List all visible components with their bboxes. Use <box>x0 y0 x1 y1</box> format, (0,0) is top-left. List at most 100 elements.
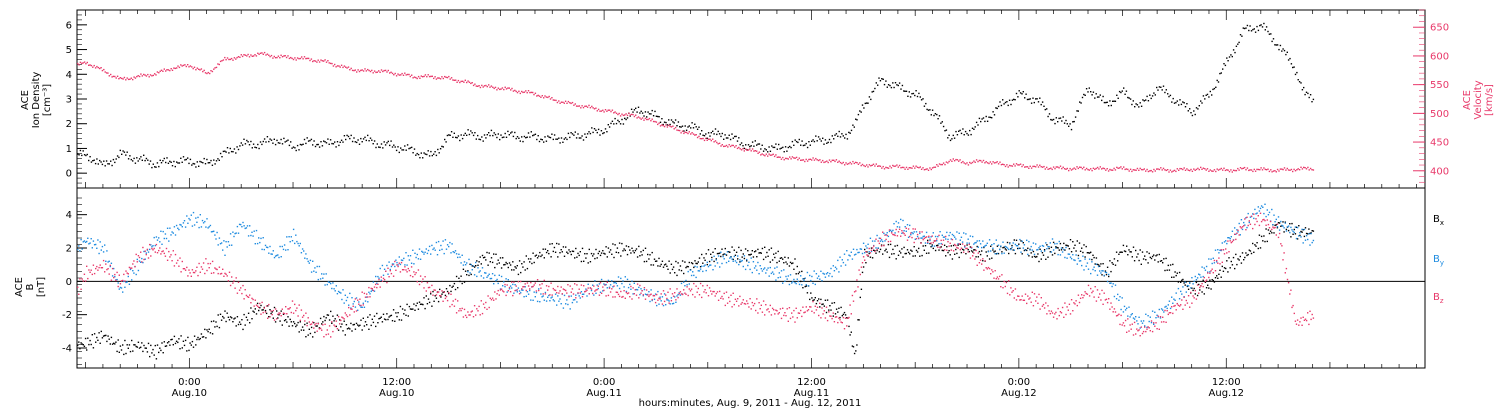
data-point <box>1156 168 1158 170</box>
data-point <box>580 137 582 139</box>
data-point <box>517 281 520 283</box>
data-point <box>773 155 776 158</box>
data-point <box>550 297 552 299</box>
data-point <box>795 307 797 309</box>
data-point <box>823 273 825 275</box>
data-point <box>880 239 883 241</box>
data-point <box>1138 259 1140 262</box>
data-point <box>332 143 335 145</box>
data-point <box>874 87 876 90</box>
data-point <box>184 269 187 271</box>
data-point <box>678 292 680 294</box>
data-point <box>740 149 743 151</box>
data-point <box>93 333 96 335</box>
data-point <box>1106 168 1108 170</box>
data-point <box>847 259 849 261</box>
data-point <box>409 274 412 277</box>
data-point <box>167 162 170 164</box>
data-point <box>753 302 756 305</box>
data-point <box>252 55 255 57</box>
data-point <box>983 246 985 249</box>
data-point <box>795 140 798 143</box>
data-point <box>1136 167 1139 170</box>
data-point <box>280 54 282 56</box>
data-point <box>1264 168 1266 171</box>
data-point <box>608 109 611 111</box>
data-point <box>780 270 783 272</box>
data-point <box>1300 166 1302 168</box>
data-point <box>850 313 852 315</box>
data-point <box>1190 287 1192 289</box>
data-point <box>1151 310 1154 312</box>
data-point <box>321 273 323 275</box>
velocity-tick-label: 450 <box>1430 138 1449 149</box>
data-point <box>637 116 640 118</box>
data-point <box>960 132 963 135</box>
data-point <box>801 315 803 318</box>
data-point <box>861 252 864 255</box>
data-point <box>538 289 540 292</box>
data-point <box>892 229 894 232</box>
data-point <box>347 135 350 138</box>
data-point <box>214 163 216 165</box>
data-point <box>683 289 685 291</box>
data-point <box>493 87 495 90</box>
data-point <box>827 161 829 164</box>
data-point <box>618 112 620 115</box>
data-point <box>708 264 711 266</box>
data-point <box>807 285 810 287</box>
data-point <box>479 256 481 258</box>
data-point <box>136 346 138 348</box>
data-point <box>1185 291 1187 293</box>
data-point <box>1257 168 1260 171</box>
data-point <box>961 243 964 245</box>
data-point <box>687 294 689 297</box>
data-point <box>430 293 432 295</box>
data-point <box>1238 169 1240 171</box>
data-point <box>152 249 154 251</box>
data-point <box>713 255 715 257</box>
data-point <box>901 84 904 87</box>
data-point <box>1209 279 1211 281</box>
data-point <box>123 280 125 283</box>
velocity-tick-label: 500 <box>1430 109 1449 120</box>
data-point <box>686 284 688 286</box>
data-point <box>232 282 234 284</box>
data-point <box>936 244 938 247</box>
data-point <box>690 262 693 264</box>
data-point <box>515 289 517 291</box>
data-point <box>401 308 404 310</box>
data-point <box>1012 290 1014 292</box>
data-point <box>809 274 811 277</box>
data-point <box>1010 165 1012 167</box>
data-point <box>401 269 404 271</box>
data-point <box>1296 169 1298 171</box>
data-point <box>1054 122 1056 125</box>
data-point <box>131 279 133 281</box>
data-point <box>492 86 494 88</box>
data-point <box>467 271 469 273</box>
data-point <box>506 284 508 286</box>
data-point <box>893 86 895 89</box>
data-point <box>248 56 251 58</box>
data-point <box>594 280 596 282</box>
data-point <box>274 308 277 310</box>
data-point <box>166 157 168 159</box>
data-point <box>185 65 187 68</box>
data-point <box>217 244 219 246</box>
data-point <box>539 251 541 254</box>
data-point <box>307 57 310 60</box>
data-point <box>596 288 598 291</box>
data-point <box>511 131 513 133</box>
data-point <box>543 257 545 259</box>
data-point <box>659 125 662 127</box>
data-point <box>274 321 277 323</box>
data-point <box>1021 93 1023 95</box>
data-point <box>140 346 142 348</box>
data-point <box>1207 271 1209 273</box>
data-point <box>225 273 227 275</box>
data-point <box>707 138 710 140</box>
data-point <box>645 289 648 291</box>
data-point <box>856 119 858 121</box>
data-point <box>1241 168 1243 170</box>
